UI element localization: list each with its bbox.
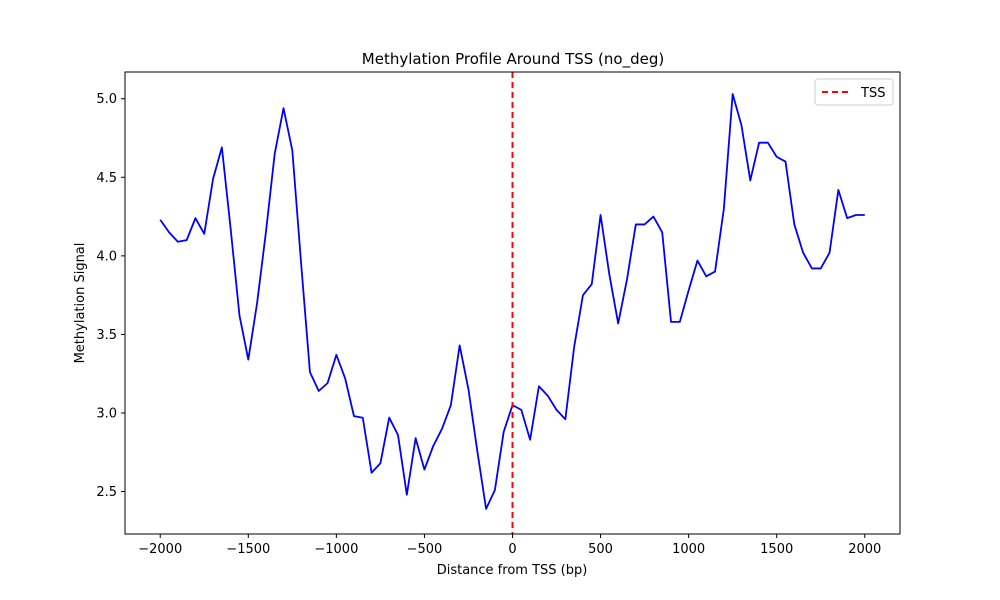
y-tick-label: 4.0 — [96, 249, 117, 264]
x-tick-label: 500 — [588, 542, 613, 557]
x-axis-label: Distance from TSS (bp) — [437, 563, 588, 578]
legend-box — [814, 78, 894, 106]
x-tick-label: −1500 — [226, 542, 270, 557]
y-tick-label: 2.5 — [96, 485, 117, 500]
x-tick-label: −500 — [407, 542, 443, 557]
y-tick-label: 3.5 — [96, 328, 117, 343]
x-tick-label: 2000 — [848, 542, 881, 557]
legend-tss-label: TSS — [860, 86, 885, 101]
x-tick-label: −1000 — [314, 542, 358, 557]
y-tick-label: 5.0 — [96, 92, 117, 107]
chart-title: Methylation Profile Around TSS (no_deg) — [362, 50, 664, 69]
x-tick-label: 1000 — [672, 542, 705, 557]
x-tick-label: 1500 — [760, 542, 793, 557]
legend: TSS — [814, 78, 894, 106]
y-axis-label: Methylation Signal — [73, 243, 88, 364]
y-tick-label: 3.0 — [96, 407, 117, 422]
x-tick-label: 0 — [508, 542, 516, 557]
plot-area — [159, 72, 865, 534]
y-tick-label: 4.5 — [96, 171, 117, 186]
y-axis-ticks: 2.5 3.0 3.5 4.0 4.5 5.0 — [96, 92, 125, 500]
axes-frame — [124, 71, 901, 535]
x-axis-ticks: −2000 −1500 −1000 −500 0 500 1000 1500 2000 — [138, 534, 881, 557]
x-tick-label: −2000 — [138, 542, 182, 557]
